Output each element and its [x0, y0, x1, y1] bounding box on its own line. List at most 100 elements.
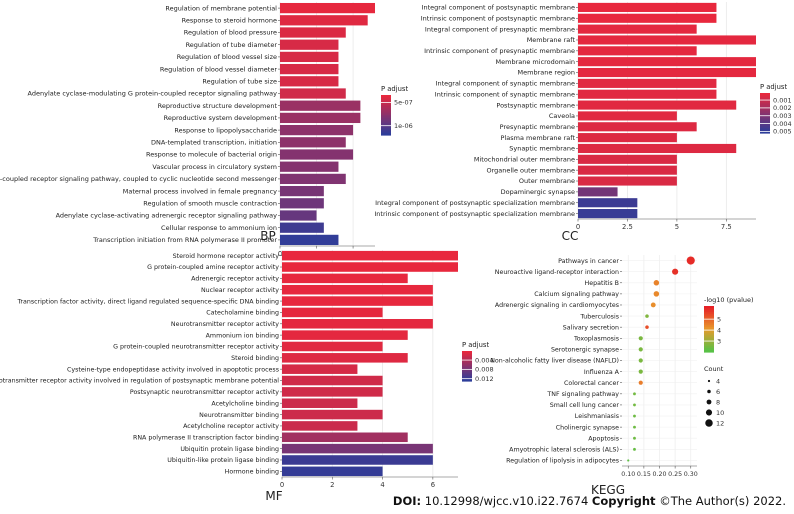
y-tick-label: Ubiquitin-like protein ligase binding — [167, 457, 279, 464]
copyright-label: Copyright — [591, 494, 656, 508]
data-point — [650, 302, 656, 308]
size-legend-label: 4 — [716, 377, 720, 385]
legend-title: P adjust — [760, 83, 787, 91]
legend-tick-label: 0.005 — [773, 128, 792, 136]
x-tick-label: 0.30 — [684, 471, 698, 478]
data-point — [638, 336, 643, 341]
bar — [282, 455, 433, 465]
y-tick-label: Vascular process in circulatory system — [152, 163, 277, 171]
legend-colorbar-segment — [462, 353, 472, 356]
bar — [578, 46, 697, 56]
data-point — [627, 459, 630, 462]
bar — [578, 100, 737, 110]
legend-colorbar-segment — [704, 309, 714, 313]
legend-colorbar-segment — [381, 100, 391, 103]
bar — [282, 409, 383, 420]
legend-colorbar-segment — [462, 366, 472, 368]
legend-colorbar-segment — [704, 306, 714, 309]
y-tick-label: Amyotrophic lateral sclerosis (ALS) — [509, 447, 619, 454]
data-point — [638, 380, 643, 385]
data-point — [645, 314, 649, 318]
legend-colorbar-segment — [760, 113, 770, 116]
mf-panel-label: MF — [265, 489, 282, 503]
y-tick-label: Membrane microdomain — [496, 58, 575, 66]
legend-colorbar-segment — [704, 321, 714, 324]
legend-tick-label: 0.012 — [475, 375, 494, 383]
legend-colorbar-segment — [704, 319, 714, 322]
x-tick-label: 4 — [380, 481, 384, 489]
legend-colorbar-segment — [704, 348, 714, 351]
legend-colorbar-segment — [760, 118, 770, 121]
y-tick-label: Integral component of synaptic membrane — [436, 80, 575, 88]
legend-colorbar-segment — [381, 130, 391, 133]
bar — [282, 432, 408, 443]
y-tick-label: Organelle outer membrane — [486, 166, 575, 174]
data-point — [633, 425, 636, 429]
bar — [578, 122, 697, 132]
x-tick-label: 0.10 — [621, 471, 635, 478]
bar — [578, 198, 638, 208]
bar — [578, 2, 717, 12]
data-point — [633, 447, 636, 451]
y-tick-label: Transcription factor activity, direct li… — [16, 298, 279, 305]
data-point — [653, 280, 660, 286]
legend-colorbar-segment — [381, 118, 391, 121]
kegg-panel: Pathways in cancer Neuroactive ligand-rec… — [490, 255, 754, 478]
y-tick-label: Regulation of tube size — [202, 78, 277, 86]
legend-colorbar-segment — [462, 359, 472, 362]
bar — [280, 234, 339, 246]
y-tick-label: Non-alcoholic fatty liver disease (NAFLD… — [490, 358, 619, 365]
legend-colorbar-segment — [381, 121, 391, 124]
size-legend-label: 8 — [716, 398, 720, 406]
legend-colorbar-segment — [704, 325, 714, 328]
legend-colorbar-segment — [381, 120, 391, 123]
y-tick-label: Intrinsic component of synaptic membrane — [435, 90, 575, 98]
bar — [578, 154, 677, 164]
y-tick-label: Mitochondrial outer membrane — [474, 156, 575, 164]
x-tick-label: 0 — [278, 250, 282, 258]
cc-panel-label: CC — [562, 229, 579, 243]
data-point — [686, 256, 695, 265]
bp-panel-label: BP — [260, 229, 275, 243]
bar — [280, 15, 368, 26]
x-tick-label: 2.5 — [622, 223, 633, 231]
y-tick-label: G protein-coupled neurotransmitter recep… — [113, 344, 279, 351]
bar — [282, 421, 358, 431]
y-tick-label: Neurotransmitter receptor activity invol… — [0, 378, 279, 385]
bar — [280, 63, 339, 75]
legend-tick-label: 4 — [717, 326, 721, 334]
y-tick-label: Adenylate cyclase-activating adrenergic … — [56, 212, 278, 220]
x-tick-label: 0.20 — [652, 471, 666, 478]
legend-colorbar-segment — [462, 351, 472, 353]
legend-colorbar-segment — [381, 115, 391, 118]
legend-colorbar-segment — [704, 323, 714, 326]
legend-colorbar-segment — [381, 108, 391, 111]
legend-colorbar-segment — [760, 111, 770, 114]
bar — [282, 375, 383, 386]
legend-colorbar-segment — [760, 128, 770, 131]
legend-colorbar-segment — [381, 133, 391, 136]
y-tick-label: Plasma membrane raft — [501, 134, 576, 142]
bar — [578, 78, 717, 88]
y-tick-label: Synaptic membrane — [509, 145, 575, 153]
bar — [282, 296, 433, 306]
y-tick-label: Integral component of postsynaptic speci… — [375, 199, 575, 207]
legend-colorbar-segment — [381, 116, 391, 119]
y-tick-label: Hepatitis B — [584, 280, 619, 287]
y-tick-label: Tuberculosis — [579, 313, 619, 320]
legend-tick-label: 3 — [717, 337, 721, 345]
doi-label: DOI: — [392, 494, 422, 508]
cc-panel: Integral component of postsynaptic membr… — [374, 2, 792, 231]
data-point — [645, 325, 649, 329]
bar — [578, 133, 677, 143]
bar — [280, 76, 339, 87]
y-tick-label: Neurotransmitter binding — [199, 412, 279, 419]
y-tick-label: Reproductive system development — [164, 114, 278, 122]
bar — [578, 143, 737, 154]
data-point — [633, 436, 636, 440]
legend-tick-label: 0.003 — [773, 112, 792, 120]
legend-colorbar-segment — [760, 104, 770, 107]
y-tick-label: Postsynaptic membrane — [496, 101, 575, 109]
legend-colorbar-segment — [704, 340, 714, 344]
